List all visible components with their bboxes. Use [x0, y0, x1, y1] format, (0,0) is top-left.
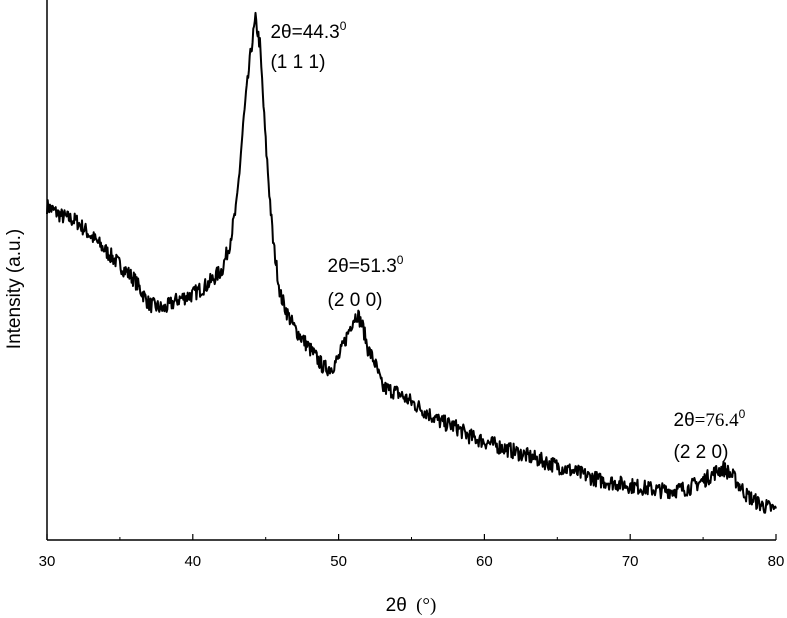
peak-angle-value: =44.3	[292, 22, 340, 43]
peak-theta-text: 2θ	[328, 256, 349, 277]
peak-miller-index: (1 1 1)	[270, 52, 325, 73]
x-ticks: 30 40 50 60 70 80	[39, 534, 785, 570]
x-axis-label: 2θ (°)	[386, 595, 437, 616]
x-tick-label: 80	[768, 553, 785, 570]
peak-miller-index: (2 2 0)	[674, 442, 729, 463]
peak-angle-label: 2θ=51.30	[328, 253, 404, 277]
x-tick-label: 70	[622, 553, 639, 570]
peak-angle-label: 2θ=76.40	[674, 407, 746, 431]
peak-theta-text: 2θ	[674, 410, 695, 431]
peak-miller-index: (2 0 0)	[328, 290, 383, 311]
y-axis-label: Intensity (a.u.)	[4, 229, 25, 349]
xrd-series-line	[46, 11, 777, 514]
x-tick-label: 60	[476, 553, 493, 570]
peak-angle-value: =51.3	[349, 256, 397, 277]
peak-angle-degree: 0	[397, 253, 404, 267]
plot-frame	[46, 0, 776, 541]
peak-angle-label: 2θ=44.30	[270, 19, 346, 43]
peak-angle-degree: 0	[739, 407, 746, 421]
peak-theta-text: 2θ	[270, 22, 291, 43]
peak-angle-value: =76.4	[695, 410, 739, 431]
peak-angle-degree: 0	[340, 19, 347, 33]
peak-annotations: 2θ=44.30(1 1 1)2θ=51.30(2 0 0)2θ=76.40(2…	[270, 19, 745, 463]
x-axis-label-unit: (°)	[416, 595, 436, 616]
x-tick-label: 30	[39, 553, 56, 570]
x-tick-label: 40	[184, 553, 201, 570]
x-axis-label-main: 2θ	[386, 595, 407, 616]
x-tick-label: 50	[330, 553, 347, 570]
